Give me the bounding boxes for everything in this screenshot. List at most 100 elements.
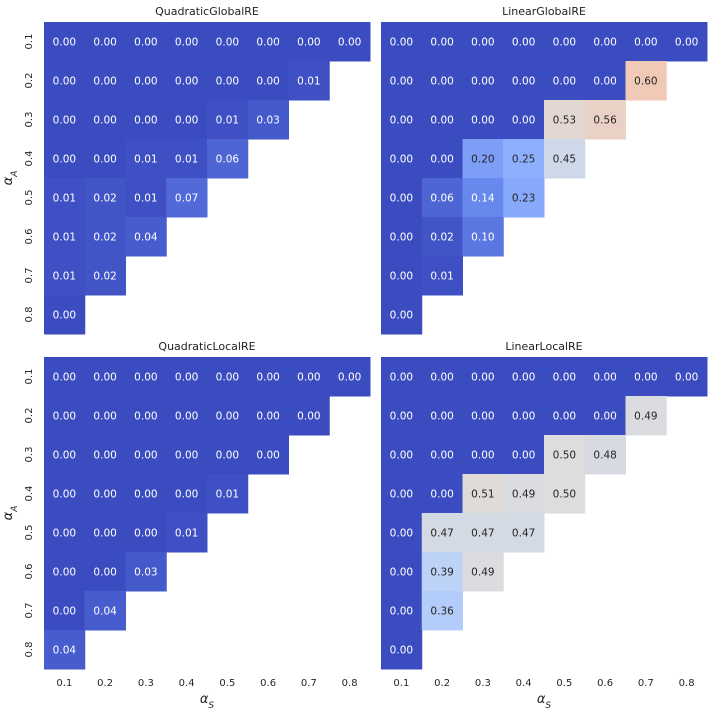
x-tick-label: 0.2 [434, 678, 450, 689]
heatmap-cell [207, 100, 249, 140]
cell-value-label: 0.14 [471, 193, 495, 205]
heatmap-cell [84, 100, 126, 140]
cell-value-label: 0.00 [430, 372, 453, 384]
cell-value-label: 0.03 [256, 115, 279, 127]
cell-value-label: 0.06 [216, 154, 240, 166]
heatmap-cell [381, 61, 423, 101]
heatmap-cell [544, 474, 586, 514]
heatmap-cell [421, 217, 463, 257]
heatmap-cell [84, 513, 126, 553]
x-tick-label: 0.1 [393, 678, 409, 689]
cell-value-label: 0.00 [430, 489, 453, 501]
x-tick-label: 0.1 [56, 678, 72, 689]
cell-value-label: 0.00 [216, 76, 239, 88]
cell-value-label: 0.00 [471, 76, 494, 88]
cell-value-label: 0.00 [134, 37, 157, 49]
heatmap-cell [421, 591, 463, 631]
cell-value-label: 0.00 [390, 645, 413, 657]
heatmap-cell [207, 435, 249, 475]
heatmap-cell [125, 396, 167, 436]
cell-value-label: 0.00 [93, 489, 116, 501]
cell-value-label: 0.00 [53, 37, 76, 49]
cell-value-label: 0.00 [134, 115, 157, 127]
heatmap-cell [462, 217, 504, 257]
cell-value-label: 0.00 [471, 372, 494, 384]
cell-value-label: 0.00 [53, 450, 76, 462]
cell-value-label: 0.00 [134, 528, 157, 540]
cell-value-label: 0.01 [134, 154, 157, 166]
heatmap-cell [84, 178, 126, 218]
heatmap-cell [462, 474, 504, 514]
heatmap-cell [421, 474, 463, 514]
heatmap-panel: QuadraticLocalRE 0.00 0.00 0.00 0.00 0.00 0.00… [1, 340, 371, 711]
y-tick-label: 0.1 [24, 34, 35, 50]
cell-value-label: 0.00 [390, 76, 413, 88]
heatmap-cell [84, 552, 126, 592]
cell-value-label: 0.00 [134, 76, 157, 88]
x-tick-label: 0.5 [219, 678, 235, 689]
cell-value-label: 0.00 [512, 411, 535, 423]
heatmap-cell [166, 139, 208, 179]
heatmap-cell [44, 630, 86, 670]
heatmap-cell [584, 396, 626, 436]
cell-value-label: 0.00 [53, 76, 76, 88]
cell-value-label: 0.06 [430, 193, 454, 205]
cell-value-label: 0.00 [471, 115, 494, 127]
cell-value-label: 0.00 [390, 115, 413, 127]
cell-value-label: 0.00 [175, 450, 198, 462]
y-tick-label: 0.8 [24, 307, 35, 323]
heatmap-cell [125, 139, 167, 179]
heatmap-cell [625, 61, 667, 101]
cell-value-label: 0.10 [471, 232, 494, 244]
cell-value-label: 0.00 [512, 37, 535, 49]
heatmap-cell [503, 357, 545, 397]
heatmap-cell [207, 139, 249, 179]
heatmap-cell [381, 474, 423, 514]
heatmap-cell [125, 178, 167, 218]
heatmap-cell [125, 357, 167, 397]
cell-value-label: 0.00 [175, 372, 198, 384]
cell-value-label: 0.00 [175, 37, 198, 49]
heatmap-cell [125, 22, 167, 62]
cell-value-label: 0.01 [430, 271, 453, 283]
cell-value-label: 0.00 [512, 115, 535, 127]
y-tick-label: 0.1 [24, 369, 35, 385]
y-tick-label: 0.6 [24, 229, 35, 245]
heatmap-cell [166, 513, 208, 553]
x-tick-label: 0.7 [301, 678, 317, 689]
x-axis-label: αS [537, 692, 552, 711]
heatmap-cell [84, 139, 126, 179]
heatmap-cell [584, 100, 626, 140]
cell-value-label: 0.00 [338, 37, 361, 49]
cell-value-label: 0.02 [430, 232, 453, 244]
heatmap-cell [421, 552, 463, 592]
cell-value-label: 0.00 [430, 76, 453, 88]
y-tick-label: 0.6 [24, 564, 35, 580]
heatmap-cell [544, 435, 586, 475]
cell-value-label: 0.00 [256, 37, 279, 49]
cell-value-label: 0.60 [634, 76, 657, 88]
heatmap-cell [503, 22, 545, 62]
heatmap-cell [207, 474, 249, 514]
cell-value-label: 0.00 [512, 450, 535, 462]
heatmap-cell [166, 396, 208, 436]
heatmap-cell [421, 513, 463, 553]
cell-value-label: 0.00 [175, 411, 198, 423]
x-tick-label: 0.6 [260, 678, 276, 689]
cell-value-label: 0.00 [593, 372, 616, 384]
heatmap-cell [247, 357, 289, 397]
cell-value-label: 0.00 [390, 310, 413, 322]
cell-value-label: 0.00 [134, 450, 157, 462]
heatmap-cell [84, 61, 126, 101]
cell-value-label: 0.03 [134, 567, 157, 579]
heatmap-cell [84, 396, 126, 436]
y-tick-label: 0.2 [24, 408, 35, 424]
heatmap-cell [44, 513, 86, 553]
heatmap-cell [503, 61, 545, 101]
cell-value-label: 0.00 [390, 154, 413, 166]
heatmap-cell [247, 61, 289, 101]
panel-title: LinearGlobalRE [502, 5, 586, 18]
heatmap-cell [462, 61, 504, 101]
cell-value-label: 0.00 [93, 411, 116, 423]
heatmap-cell [166, 435, 208, 475]
